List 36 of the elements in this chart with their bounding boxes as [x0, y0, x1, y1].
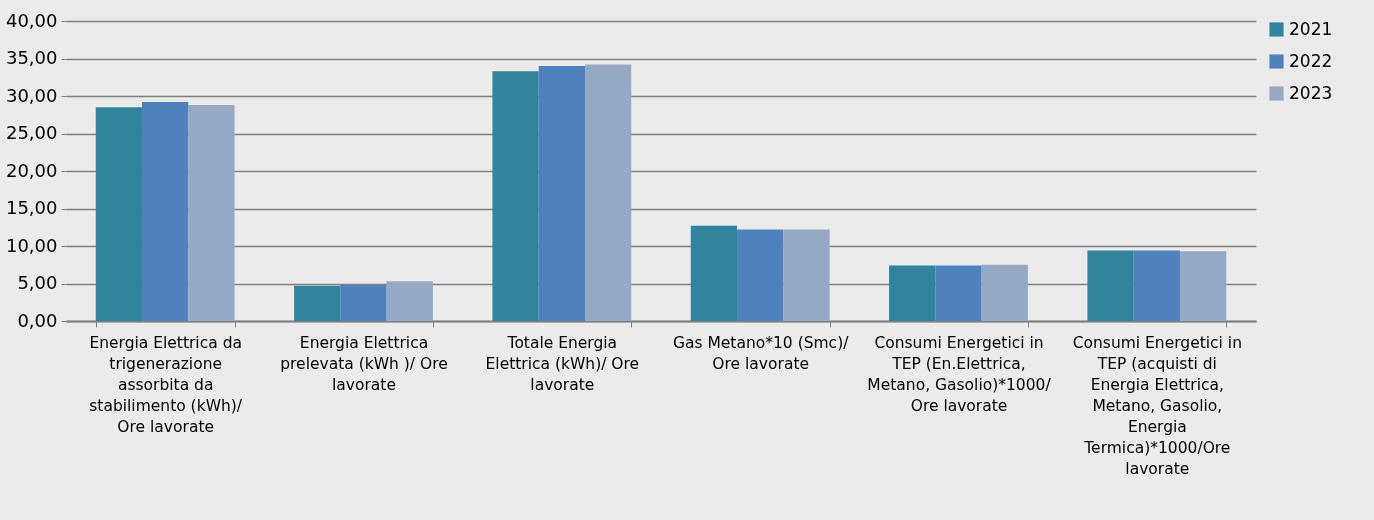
y-tick-label: 25,00: [5, 122, 58, 143]
bar: [981, 264, 1028, 321]
legend-label: 2023: [1289, 82, 1333, 103]
x-tick-label: Energia Elettrica da trigenerazione assorbita da stabilimento (kWh)/ Ore lavorate: [89, 333, 243, 436]
bar: [935, 265, 982, 321]
y-tick-label: 0,00: [17, 309, 58, 331]
legend-label: 2021: [1289, 18, 1333, 39]
bar: [538, 66, 585, 321]
bar: [1179, 251, 1227, 321]
bar: [386, 281, 433, 321]
x-tick-label: Totale Energia Elettrica (kWh)/ Ore lavorate: [485, 333, 640, 394]
y-tick-label: 20,00: [5, 159, 58, 181]
bar: [492, 71, 539, 321]
bar: [294, 285, 341, 321]
bar: [584, 64, 632, 321]
y-tick-label: 30,00: [5, 84, 58, 106]
x-tick-label: Gas Metano*10 (Smc)/ Ore lavorate: [672, 333, 850, 373]
bar: [690, 225, 738, 321]
bar: [188, 105, 235, 321]
bar: [95, 107, 143, 321]
bar: [142, 102, 189, 321]
y-tick-label: 35,00: [5, 47, 58, 68]
y-tick-label: 15,00: [5, 197, 58, 218]
x-tick-label: Consumi Energetici in TEP (En.Elettrica, Metano, Gasolio)*1000/ Ore lavorate: [867, 333, 1052, 415]
y-tick-label: 40,00: [5, 9, 58, 31]
legend-label: 2022: [1289, 50, 1333, 71]
bar: [783, 229, 830, 321]
y-tick-label: 5,00: [17, 272, 58, 293]
bar: [737, 229, 784, 321]
bar: [1087, 250, 1134, 321]
x-tick-label: Energia Elettrica prelevata (kWh )/ Ore lavorate: [280, 333, 448, 394]
bar: [1133, 250, 1180, 321]
bar: [340, 285, 387, 321]
bar: [889, 265, 936, 321]
y-tick-label: 10,00: [5, 234, 58, 256]
x-tick-label: Consumi Energetici in TEP (acquisti di Energia Elettrica, Metano, Gasolio, Energia Termica)*1000/Ore lavorate: [1072, 333, 1242, 478]
